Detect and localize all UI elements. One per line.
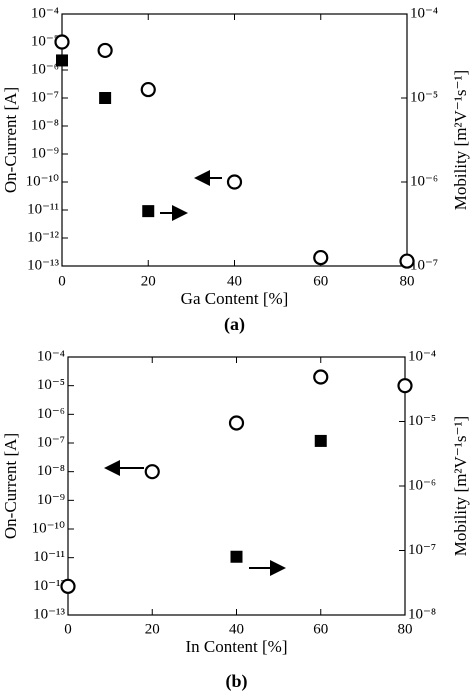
y2-tick-label: 10⁻⁴ bbox=[410, 5, 438, 21]
square-marker bbox=[142, 205, 155, 218]
y-tick-label: 10⁻¹² bbox=[33, 578, 65, 594]
x-axis-label: In Content [%] bbox=[186, 637, 288, 656]
y2-tick-label: 10⁻⁵ bbox=[410, 89, 438, 105]
y-tick-label: 10⁻⁴ bbox=[37, 348, 65, 364]
circle-marker bbox=[60, 578, 76, 594]
y-tick-label: 10⁻⁷ bbox=[37, 434, 65, 450]
circle-marker bbox=[97, 42, 113, 59]
y2-tick-label: 10⁻⁷ bbox=[408, 542, 436, 558]
x-tick-label: 20 bbox=[141, 273, 156, 289]
x-tick-label: 60 bbox=[313, 621, 328, 637]
x-tick-label: 40 bbox=[229, 621, 244, 637]
circle-marker bbox=[397, 378, 413, 394]
circle-marker bbox=[228, 415, 245, 431]
y-tick-label: 10⁻¹¹ bbox=[33, 549, 65, 565]
y-tick-label: 10⁻¹³ bbox=[27, 257, 59, 273]
y2-tick-label: 10⁻⁶ bbox=[410, 173, 438, 189]
x-tick-label: 0 bbox=[64, 621, 72, 637]
y-tick-label: 10⁻¹⁰ bbox=[32, 520, 65, 536]
y-tick-label: 10⁻¹² bbox=[27, 229, 59, 245]
x-tick-label: 40 bbox=[227, 273, 242, 289]
y-tick-label: 10⁻⁷ bbox=[31, 89, 59, 105]
y-axis-label: On-Current [A] bbox=[1, 87, 20, 193]
x-axis-label: Ga Content [%] bbox=[181, 289, 289, 308]
circle-marker bbox=[140, 81, 156, 98]
plot-frame bbox=[61, 13, 408, 267]
y2-tick-label: 10⁻⁴ bbox=[408, 348, 436, 364]
x-tick-label: 20 bbox=[145, 621, 160, 637]
circle-marker bbox=[144, 464, 160, 480]
caption: (b) bbox=[226, 671, 248, 692]
y-tick-label: 10⁻⁶ bbox=[31, 61, 59, 77]
y-tick-label: 10⁻⁵ bbox=[37, 377, 65, 393]
y2-axis-label: Mobility [m²V⁻¹s⁻¹] bbox=[451, 416, 470, 556]
y2-tick-label: 10⁻⁶ bbox=[408, 477, 436, 493]
x-tick-label: 80 bbox=[398, 621, 413, 637]
circle-marker bbox=[399, 253, 415, 269]
y-axis-label: On-Current [A] bbox=[1, 433, 20, 539]
y-tick-label: 10⁻⁹ bbox=[31, 145, 59, 161]
y-tick-label: 10⁻⁹ bbox=[37, 492, 65, 508]
circle-marker bbox=[313, 369, 329, 385]
square-marker bbox=[99, 92, 112, 104]
y2-tick-label: 10⁻⁷ bbox=[410, 257, 438, 273]
square-marker bbox=[314, 434, 327, 447]
circle-marker bbox=[54, 34, 70, 50]
circle-marker bbox=[313, 249, 329, 266]
y-tick-label: 10⁻⁴ bbox=[31, 5, 59, 21]
y2-tick-label: 10⁻⁵ bbox=[408, 413, 436, 429]
circle-marker bbox=[226, 174, 243, 190]
y-tick-label: 10⁻¹¹ bbox=[27, 201, 59, 217]
y2-axis-label: Mobility [m²V⁻¹s⁻¹] bbox=[451, 70, 470, 210]
square-marker bbox=[56, 54, 68, 67]
square-marker bbox=[230, 550, 243, 563]
plot-frame bbox=[67, 356, 406, 616]
y-tick-label: 10⁻⁸ bbox=[31, 117, 59, 133]
y-tick-label: 10⁻¹⁰ bbox=[26, 173, 59, 189]
x-tick-label: 60 bbox=[313, 273, 328, 289]
y-tick-label: 10⁻¹³ bbox=[33, 606, 65, 622]
y-tick-label: 10⁻⁸ bbox=[37, 463, 65, 479]
y-tick-label: 10⁻⁶ bbox=[37, 406, 65, 422]
x-tick-label: 0 bbox=[58, 273, 66, 289]
y-tick-label: 10⁻⁵ bbox=[31, 33, 59, 49]
x-tick-label: 80 bbox=[400, 273, 415, 289]
y2-tick-label: 10⁻⁸ bbox=[408, 606, 436, 622]
caption: (a) bbox=[224, 314, 245, 335]
